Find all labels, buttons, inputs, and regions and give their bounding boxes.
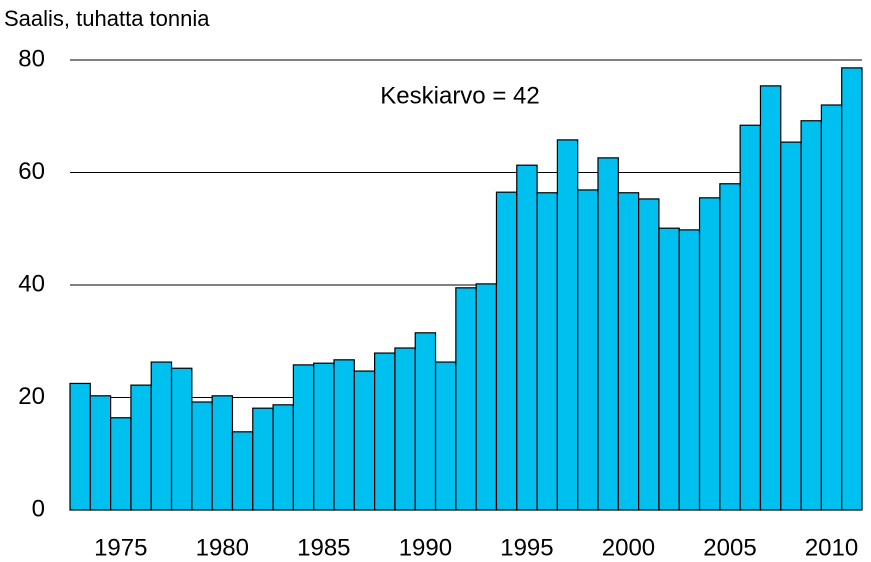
bar [150, 361, 173, 511]
y-tick-label: 80 [18, 45, 45, 72]
bar [313, 362, 335, 511]
bar [170, 367, 193, 511]
bar [414, 332, 437, 511]
y-axis-label: Saalis, tuhatta tonnia [4, 6, 210, 31]
bar [617, 192, 640, 511]
bar [780, 141, 802, 511]
bar [759, 85, 782, 511]
bar [394, 347, 416, 511]
bar [495, 191, 518, 511]
y-tick-label: 40 [18, 270, 45, 297]
bar [800, 120, 822, 511]
bar [841, 67, 863, 511]
bar [333, 359, 355, 511]
bar [374, 352, 396, 511]
bar [191, 401, 213, 511]
bar [110, 417, 132, 511]
y-tick-label: 20 [18, 383, 45, 410]
bar [272, 404, 294, 511]
bar [455, 287, 477, 511]
bar [292, 364, 315, 511]
y-tick-label: 0 [32, 495, 45, 522]
x-tick-label: 1980 [196, 534, 249, 561]
x-tick-label: 1975 [94, 534, 147, 561]
x-tick-label: 2000 [602, 534, 655, 561]
bar [698, 197, 721, 511]
bar [820, 104, 843, 511]
x-tick-label: 1985 [297, 534, 350, 561]
bar [231, 431, 254, 511]
bar [719, 183, 741, 511]
bar [434, 361, 457, 511]
bar [556, 139, 579, 511]
bar [130, 384, 152, 511]
y-tick-label: 60 [18, 158, 45, 185]
bar [658, 227, 680, 511]
bar [678, 229, 701, 511]
bars [69, 67, 863, 511]
bar [89, 395, 112, 511]
bar [475, 283, 498, 511]
x-tick-label: 1990 [399, 534, 452, 561]
bar [597, 157, 619, 511]
bar [516, 164, 538, 511]
bar [69, 382, 91, 511]
annotation: Keskiarvo = 42 [380, 82, 539, 109]
bar [211, 395, 234, 511]
bar [536, 192, 558, 511]
bar [577, 189, 599, 511]
bar [638, 198, 660, 511]
x-tick-label: 1995 [500, 534, 553, 561]
x-tick-label: 2010 [805, 534, 858, 561]
bar [353, 370, 376, 511]
x-tick-label: 2005 [703, 534, 756, 561]
bar [739, 124, 762, 511]
bar [252, 407, 274, 511]
